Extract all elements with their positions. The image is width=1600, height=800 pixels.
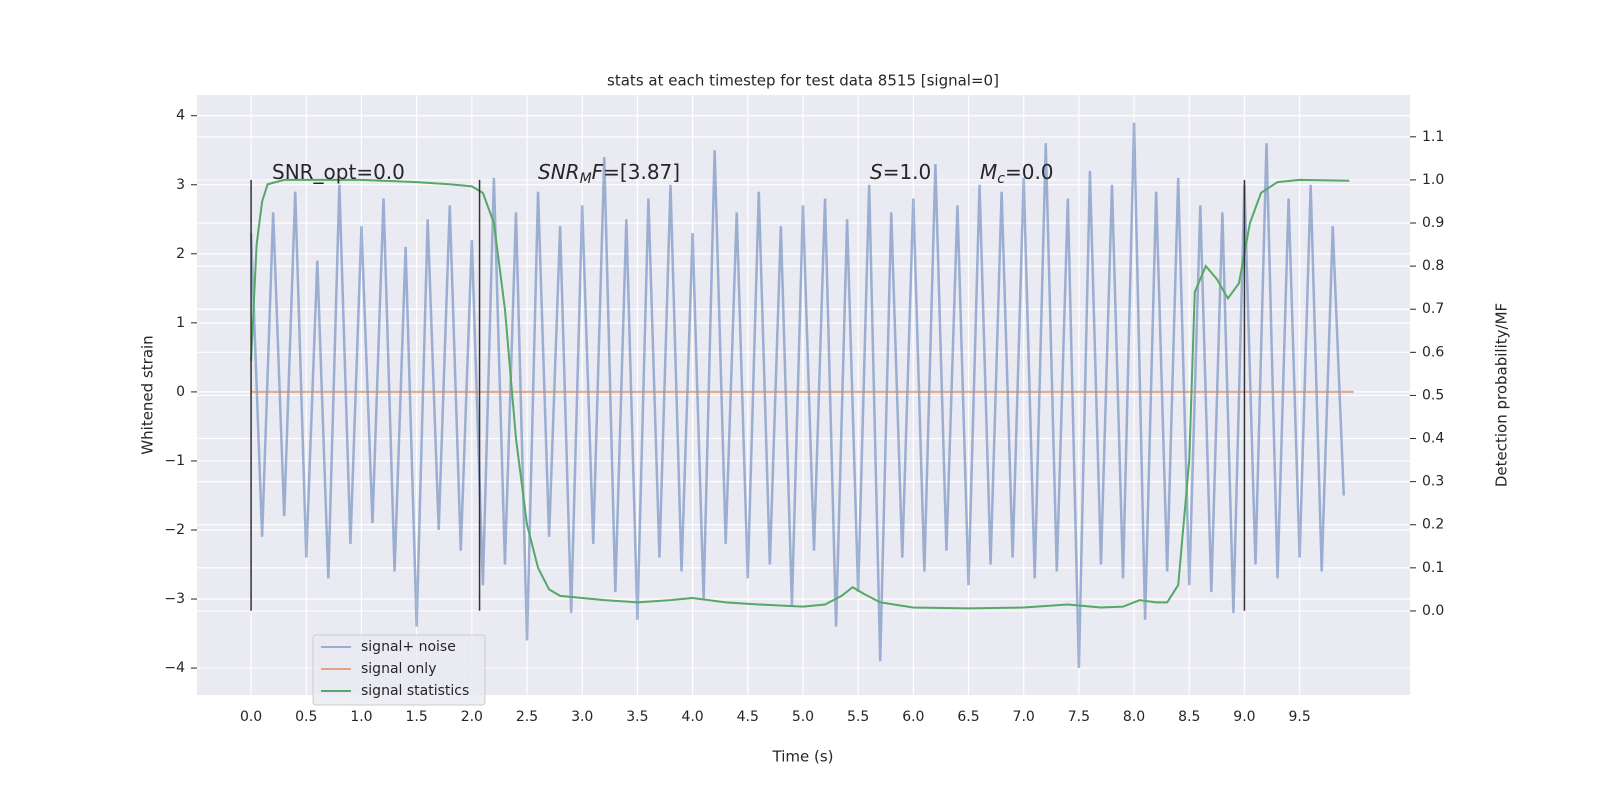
y2-tick-label: 0.0 bbox=[1422, 603, 1444, 619]
x-tick-label: 5.0 bbox=[792, 709, 814, 725]
y2-tick-label: 1.1 bbox=[1422, 129, 1444, 145]
annotation-part: M bbox=[980, 160, 997, 184]
x-tick-label: 1.0 bbox=[350, 709, 372, 725]
legend-label: signal+ noise bbox=[361, 639, 456, 655]
annotation-part: =[3.87] bbox=[603, 160, 680, 184]
y2-tick-label: 0.4 bbox=[1422, 431, 1444, 447]
annotation-part: SNR_opt=0.0 bbox=[272, 160, 405, 184]
x-tick-label: 3.5 bbox=[626, 709, 648, 725]
x-tick-label: 6.0 bbox=[902, 709, 924, 725]
legend-box bbox=[312, 634, 486, 706]
series-line bbox=[250, 178, 1350, 610]
y-tick-label: −2 bbox=[164, 522, 185, 538]
y-tick-label: 2 bbox=[176, 246, 185, 262]
x-tick-label: 6.5 bbox=[957, 709, 979, 725]
annotation-part: =0.0 bbox=[1005, 160, 1054, 184]
y2-tick-label: 0.8 bbox=[1422, 258, 1444, 274]
y-tick-label: −3 bbox=[164, 591, 185, 607]
annotation: Mc=0.0 bbox=[980, 160, 1054, 188]
x-tick-label: 8.0 bbox=[1123, 709, 1145, 725]
y2-tick-label: 1.0 bbox=[1422, 172, 1444, 188]
series-line bbox=[249, 122, 1346, 669]
annotation-part: SNR bbox=[538, 160, 580, 184]
annotation-part: S bbox=[870, 160, 883, 184]
x-tick-label: 4.0 bbox=[681, 709, 703, 725]
x-tick-label: 1.5 bbox=[406, 709, 428, 725]
x-tick-label: 3.0 bbox=[571, 709, 593, 725]
y2-axis-label: Detection probability/MF bbox=[1493, 303, 1511, 487]
y2-tick-label: 0.3 bbox=[1422, 474, 1444, 490]
y2-tick-label: 0.9 bbox=[1422, 215, 1444, 231]
legend-label: signal only bbox=[361, 661, 436, 677]
x-tick-label: 0.5 bbox=[295, 709, 317, 725]
y2-tick-label: 0.1 bbox=[1422, 560, 1444, 576]
annotation: S=1.0 bbox=[870, 160, 931, 184]
legend-label: signal statistics bbox=[361, 683, 469, 699]
y2-tick-label: 0.7 bbox=[1422, 301, 1444, 317]
y-axis-label: Whitened strain bbox=[139, 335, 157, 454]
annotation: SNRMF=[3.87] bbox=[538, 160, 680, 188]
y-tick-label: 3 bbox=[176, 177, 185, 193]
x-tick-label: 9.0 bbox=[1233, 709, 1255, 725]
x-tick-label: 2.5 bbox=[516, 709, 538, 725]
x-tick-label: 4.5 bbox=[737, 709, 759, 725]
y2-tick-label: 0.6 bbox=[1422, 344, 1444, 360]
x-tick-label: 9.5 bbox=[1288, 709, 1310, 725]
y-tick-label: −4 bbox=[164, 660, 185, 676]
x-tick-label: 7.5 bbox=[1068, 709, 1090, 725]
x-tick-label: 5.5 bbox=[847, 709, 869, 725]
x-axis-label: Time (s) bbox=[772, 748, 834, 766]
annotation: SNR_opt=0.0 bbox=[272, 160, 405, 184]
x-tick-label: 0.0 bbox=[240, 709, 262, 725]
chart-title: stats at each timestep for test data 851… bbox=[607, 72, 999, 90]
y2-tick-label: 0.2 bbox=[1422, 517, 1444, 533]
annotation-part: F bbox=[592, 160, 604, 184]
annotation-part: =1.0 bbox=[883, 160, 932, 184]
x-tick-label: 2.0 bbox=[461, 709, 483, 725]
annotation-part: M bbox=[580, 171, 592, 187]
y2-tick-label: 0.5 bbox=[1422, 387, 1444, 403]
y-tick-label: 0 bbox=[176, 384, 185, 400]
x-tick-label: 7.0 bbox=[1013, 709, 1035, 725]
x-tick-label: 8.5 bbox=[1178, 709, 1200, 725]
y-tick-label: 4 bbox=[176, 108, 185, 124]
annotation-part: c bbox=[997, 171, 1005, 187]
y-tick-label: −1 bbox=[164, 453, 185, 469]
y-tick-label: 1 bbox=[176, 315, 185, 331]
